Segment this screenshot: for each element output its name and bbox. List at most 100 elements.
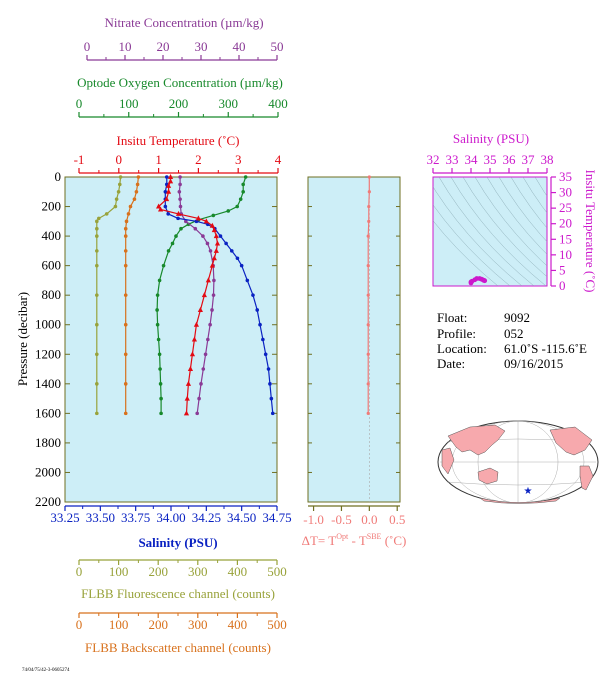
temperature-point bbox=[167, 178, 174, 184]
salinity-tick-label: 34.75 bbox=[262, 510, 291, 525]
ts-x-tick-label: 38 bbox=[541, 152, 554, 167]
ts-x-tick-label: 34 bbox=[465, 152, 479, 167]
backscatter-axis-label: FLBB Backscatter channel (counts) bbox=[85, 640, 271, 655]
salinity-tick-label: 33.25 bbox=[50, 510, 79, 525]
temperature-point bbox=[205, 277, 211, 283]
backscatter-point bbox=[123, 382, 128, 386]
salinity-point bbox=[263, 352, 268, 357]
salinity-tick-label: 34.50 bbox=[227, 510, 256, 525]
nitrate-axis-label: Nitrate Concentration (µm/kg) bbox=[104, 15, 263, 30]
delta-t-point bbox=[366, 323, 370, 327]
pressure-tick-label: 1400 bbox=[35, 376, 61, 391]
nitrate-point bbox=[193, 226, 198, 231]
pressure-tick-label: 1000 bbox=[35, 317, 61, 332]
nitrate-point bbox=[201, 367, 206, 371]
backscatter-tick-label: 400 bbox=[228, 617, 248, 632]
asia-land bbox=[447, 424, 506, 456]
backscatter-point bbox=[123, 226, 128, 231]
temperature-point bbox=[175, 210, 182, 216]
oxygen-point bbox=[159, 396, 163, 401]
oxygen-point bbox=[158, 367, 162, 371]
fluorescence-point bbox=[114, 197, 119, 201]
ts-x-tick-label: 36 bbox=[503, 152, 517, 167]
ts-density-contour bbox=[438, 177, 535, 286]
fluorescence-point bbox=[95, 263, 99, 268]
backscatter-line bbox=[125, 176, 139, 414]
nitrate-point bbox=[210, 308, 214, 312]
nitrate-point bbox=[201, 234, 205, 238]
salinity-point bbox=[163, 204, 168, 209]
temperature-axis-label: Insitu Temperature (˚C) bbox=[116, 133, 239, 148]
temperature-point bbox=[211, 227, 217, 233]
australia-land bbox=[477, 467, 499, 485]
temperature-tick-label: -1 bbox=[74, 152, 85, 167]
pressure-tick-label: 1600 bbox=[35, 405, 61, 420]
delta-t-point bbox=[366, 264, 370, 268]
float-metadata: Float: 9092 Profile: 052 Location: 61.0˚… bbox=[437, 310, 587, 371]
oxygen-point bbox=[241, 182, 245, 187]
pressure-tick-label: 200 bbox=[42, 199, 62, 214]
antarctica-land bbox=[479, 497, 561, 504]
salinity-point bbox=[245, 278, 250, 283]
ts-title: Salinity (PSU) bbox=[453, 131, 529, 146]
backscatter-point bbox=[123, 293, 128, 297]
pressure-tick-label: 2000 bbox=[35, 464, 61, 479]
backscatter-tick-label: 200 bbox=[148, 617, 168, 632]
delta-t-point bbox=[366, 352, 370, 356]
fluorescence-point bbox=[116, 189, 121, 194]
delta-t-panel bbox=[307, 176, 401, 503]
ts-y-tick-label: 5 bbox=[559, 262, 566, 277]
ts-y-tick-label: 25 bbox=[559, 200, 572, 215]
nitrate-point bbox=[177, 189, 182, 194]
temperature-point bbox=[156, 203, 162, 209]
temperature-tick-label: 4 bbox=[275, 152, 282, 167]
salinity-point bbox=[251, 293, 255, 297]
salinity-point bbox=[224, 241, 228, 246]
temperature-point bbox=[213, 247, 219, 253]
fluorescence-point bbox=[95, 352, 99, 357]
nitrate-point bbox=[206, 337, 210, 342]
delta-t-point bbox=[367, 175, 371, 179]
salinity-tick-label: 33.75 bbox=[121, 510, 150, 525]
delta-t-point bbox=[367, 219, 371, 223]
temperature-point bbox=[157, 206, 164, 212]
fluorescence-point bbox=[95, 322, 99, 327]
fluorescence-tick-label: 0 bbox=[76, 564, 83, 579]
oxygen-axis: Optode Oxygen Concentration (µm/kg) 0 100… bbox=[76, 75, 288, 118]
pressure-tick-label: 1200 bbox=[35, 346, 61, 361]
oxygen-point bbox=[156, 337, 161, 342]
temperature-point bbox=[211, 255, 217, 261]
ts-y-tick-label: 10 bbox=[559, 247, 572, 262]
temperature-point bbox=[187, 366, 194, 372]
fluorescence-point bbox=[95, 249, 99, 253]
ts-x-tick-label: 32 bbox=[427, 152, 440, 167]
delta-t-point bbox=[367, 190, 371, 194]
oxygen-axis-label: Optode Oxygen Concentration (µm/kg) bbox=[77, 75, 283, 90]
temperature-point bbox=[165, 188, 172, 194]
backscatter-point bbox=[136, 175, 141, 179]
fluorescence-point bbox=[118, 175, 123, 179]
ts-density-contour bbox=[534, 177, 547, 197]
profile-label: Profile: bbox=[437, 326, 476, 341]
temperature-point bbox=[213, 233, 219, 239]
ts-density-contour bbox=[546, 177, 547, 178]
salinity-point bbox=[164, 175, 169, 179]
nitrate-point bbox=[203, 352, 208, 357]
delta-t-point bbox=[366, 382, 370, 386]
delta-t-tick-label: -0.5 bbox=[331, 512, 352, 527]
salinity-point bbox=[258, 322, 262, 327]
fluorescence-point bbox=[117, 182, 122, 187]
temperature-point bbox=[197, 306, 203, 312]
backscatter-point bbox=[134, 189, 139, 194]
backscatter-tick-label: 300 bbox=[188, 617, 208, 632]
fluorescence-point bbox=[113, 204, 118, 209]
delta-t-point bbox=[366, 411, 370, 415]
salinity-point bbox=[270, 411, 275, 416]
ts-density-contour bbox=[433, 186, 523, 286]
temperature-point bbox=[214, 240, 221, 246]
float-location-marker: ★ bbox=[524, 486, 533, 497]
pressure-tick-label: 400 bbox=[42, 228, 62, 243]
pressure-tick-label: 1800 bbox=[35, 435, 61, 450]
nitrate-point bbox=[178, 175, 182, 179]
oxygen-point bbox=[157, 352, 162, 357]
